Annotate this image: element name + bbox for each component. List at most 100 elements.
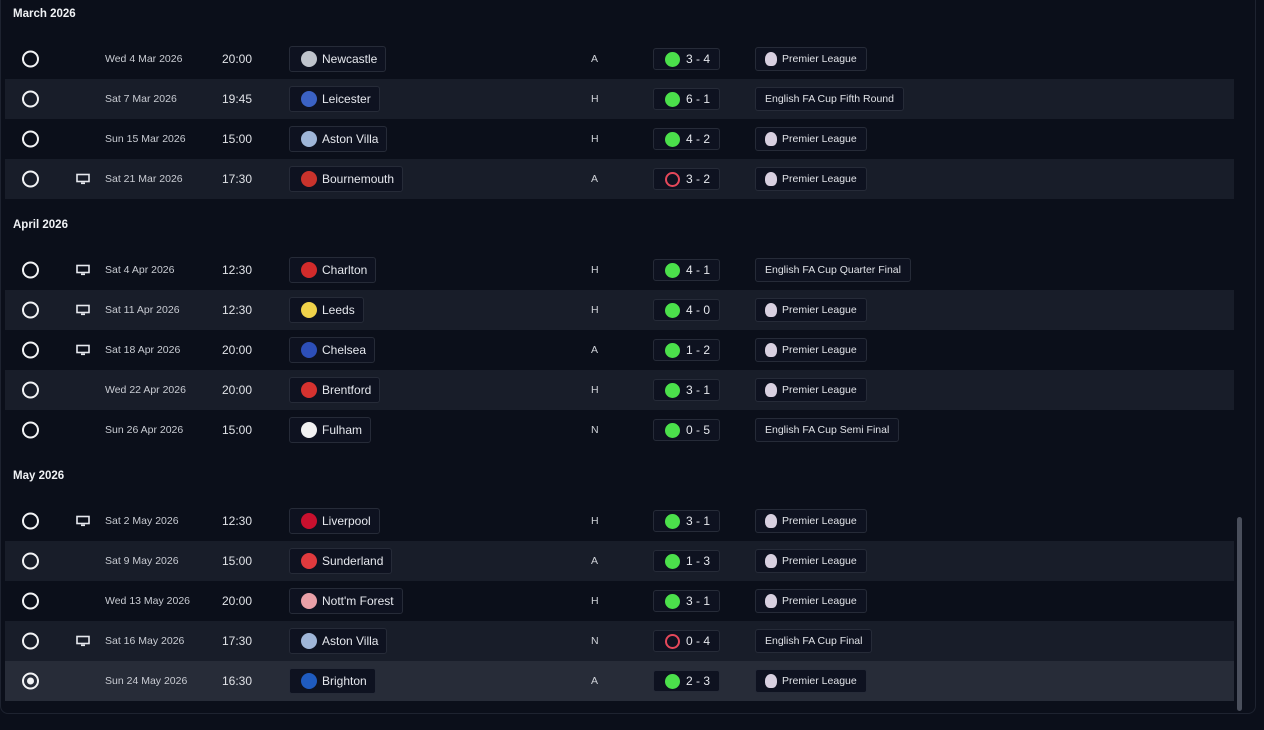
opponent-button[interactable]: Leicester xyxy=(289,86,380,112)
select-radio[interactable] xyxy=(22,421,39,439)
select-radio[interactable] xyxy=(22,90,39,108)
select-radio[interactable] xyxy=(22,381,39,399)
competition-button[interactable]: Premier League xyxy=(755,378,867,402)
competition-button[interactable]: English FA Cup Quarter Final xyxy=(755,258,911,282)
tv-icon xyxy=(76,173,90,185)
fixture-row[interactable]: Sat 11 Apr 2026 12:30 Leeds H 4 - 0 Premier L… xyxy=(5,290,1234,330)
fixture-row[interactable]: Wed 4 Mar 2026 20:00 Newcastle A 3 - 4 Premie… xyxy=(5,39,1234,79)
result-button[interactable]: 1 - 2 xyxy=(653,339,720,361)
win-dot-icon xyxy=(665,673,680,689)
result-button[interactable]: 3 - 2 xyxy=(653,168,720,190)
win-dot-icon xyxy=(665,91,680,107)
result-button[interactable]: 3 - 1 xyxy=(653,590,720,612)
club-crest-icon xyxy=(301,302,317,318)
select-radio[interactable] xyxy=(22,592,39,610)
fixture-row[interactable]: Sat 9 May 2026 15:00 Sunderland A 1 - 3 Premi… xyxy=(5,541,1234,581)
opponent-button[interactable]: Brentford xyxy=(289,377,381,403)
match-date: Wed 4 Mar 2026 xyxy=(105,53,183,65)
club-crest-icon xyxy=(301,91,317,107)
fixture-row[interactable]: Wed 22 Apr 2026 20:00 Brentford H 3 - 1 Premi… xyxy=(5,370,1234,410)
premier-league-icon xyxy=(765,52,777,66)
fixture-row[interactable]: Sat 21 Mar 2026 17:30 Bournemouth A 3 - 2 Pre… xyxy=(5,159,1234,199)
competition-button[interactable]: Premier League xyxy=(755,509,867,533)
opponent-button[interactable]: Aston Villa xyxy=(289,126,388,152)
competition-name: Premier League xyxy=(782,344,857,356)
fixture-row[interactable]: Sat 18 Apr 2026 20:00 Chelsea A 1 - 2 Premier… xyxy=(5,330,1234,370)
opponent-button[interactable]: Fulham xyxy=(289,417,372,443)
select-radio[interactable] xyxy=(22,341,39,359)
competition-button[interactable]: Premier League xyxy=(755,127,867,151)
club-crest-icon xyxy=(301,51,317,67)
club-crest-icon xyxy=(301,513,317,529)
competition-button[interactable]: Premier League xyxy=(755,669,867,693)
competition-name: English FA Cup Quarter Final xyxy=(765,264,901,276)
competition-button[interactable]: English FA Cup Semi Final xyxy=(755,418,900,442)
opponent-button[interactable]: Sunderland xyxy=(289,548,393,574)
fixture-row[interactable]: Sat 2 May 2026 12:30 Liverpool H 3 - 1 Premie… xyxy=(5,501,1234,541)
result-button[interactable]: 4 - 1 xyxy=(653,259,720,281)
fixture-row[interactable]: Sat 16 May 2026 17:30 Aston Villa N 0 - 4 Eng… xyxy=(5,621,1234,661)
select-radio[interactable] xyxy=(22,261,39,279)
select-radio[interactable] xyxy=(22,50,39,68)
fixture-row[interactable]: Sun 24 May 2026 16:30 Brighton A 2 - 3 Premie… xyxy=(5,661,1234,701)
opponent-button[interactable]: Leeds xyxy=(289,297,364,323)
win-dot-icon xyxy=(665,302,680,318)
kickoff-time: 20:00 xyxy=(222,383,253,397)
opponent-button[interactable]: Newcastle xyxy=(289,46,387,72)
result-button[interactable]: 0 - 5 xyxy=(653,419,720,441)
opponent-button[interactable]: Charlton xyxy=(289,257,377,283)
fixtures-list: March 2026 Wed 4 Mar 2026 20:00 Newcastle A 3… xyxy=(5,0,1234,701)
competition-button[interactable]: Premier League xyxy=(755,298,867,322)
fixture-row[interactable]: Sun 15 Mar 2026 15:00 Aston Villa H 4 - 2 Pre… xyxy=(5,119,1234,159)
select-radio[interactable] xyxy=(22,672,39,690)
select-radio[interactable] xyxy=(22,170,39,188)
opponent-name: Bournemouth xyxy=(322,172,395,186)
premier-league-icon xyxy=(765,343,777,357)
tv-icon xyxy=(76,304,90,316)
competition-button[interactable]: Premier League xyxy=(755,47,867,71)
result-button[interactable]: 0 - 4 xyxy=(653,630,720,652)
competition-button[interactable]: English FA Cup Fifth Round xyxy=(755,87,904,111)
select-radio[interactable] xyxy=(22,552,39,570)
result-button[interactable]: 3 - 4 xyxy=(653,48,720,70)
match-date: Sat 9 May 2026 xyxy=(105,555,179,567)
result-button[interactable]: 3 - 1 xyxy=(653,510,720,532)
opponent-button[interactable]: Chelsea xyxy=(289,337,376,363)
premier-league-icon xyxy=(765,514,777,528)
loss-ring-icon xyxy=(665,633,680,649)
fixture-row[interactable]: Wed 13 May 2026 20:00 Nott'm Forest H 3 - 1 P… xyxy=(5,581,1234,621)
select-radio[interactable] xyxy=(22,130,39,148)
score: 1 - 3 xyxy=(686,554,711,568)
competition-button[interactable]: Premier League xyxy=(755,589,867,613)
venue: A xyxy=(591,344,599,356)
competition-button[interactable]: Premier League xyxy=(755,338,867,362)
select-radio[interactable] xyxy=(22,632,39,650)
opponent-button[interactable]: Aston Villa xyxy=(289,628,388,654)
venue: A xyxy=(591,555,599,567)
competition-name: English FA Cup Fifth Round xyxy=(765,93,894,105)
scrollbar-thumb[interactable] xyxy=(1237,517,1242,711)
fixture-row[interactable]: Sat 7 Mar 2026 19:45 Leicester H 6 - 1 Englis… xyxy=(5,79,1234,119)
result-button[interactable]: 4 - 2 xyxy=(653,128,720,150)
select-radio[interactable] xyxy=(22,512,39,530)
opponent-button[interactable]: Liverpool xyxy=(289,508,380,534)
club-crest-icon xyxy=(301,673,317,689)
opponent-button[interactable]: Nott'm Forest xyxy=(289,588,403,614)
competition-button[interactable]: English FA Cup Final xyxy=(755,629,873,653)
result-button[interactable]: 1 - 3 xyxy=(653,550,720,572)
fixture-row[interactable]: Sat 4 Apr 2026 12:30 Charlton H 4 - 1 English… xyxy=(5,250,1234,290)
result-button[interactable]: 6 - 1 xyxy=(653,88,720,110)
match-date: Sat 7 Mar 2026 xyxy=(105,93,177,105)
fixture-row[interactable]: Sun 26 Apr 2026 15:00 Fulham N 0 - 5 English … xyxy=(5,410,1234,450)
kickoff-time: 15:00 xyxy=(222,132,253,146)
result-button[interactable]: 3 - 1 xyxy=(653,379,720,401)
opponent-button[interactable]: Bournemouth xyxy=(289,166,404,192)
score: 4 - 0 xyxy=(686,303,711,317)
opponent-button[interactable]: Brighton xyxy=(289,668,376,694)
result-button[interactable]: 2 - 3 xyxy=(653,670,720,692)
result-button[interactable]: 4 - 0 xyxy=(653,299,720,321)
competition-button[interactable]: Premier League xyxy=(755,167,867,191)
select-radio[interactable] xyxy=(22,301,39,319)
competition-button[interactable]: Premier League xyxy=(755,549,867,573)
venue: A xyxy=(591,53,599,65)
